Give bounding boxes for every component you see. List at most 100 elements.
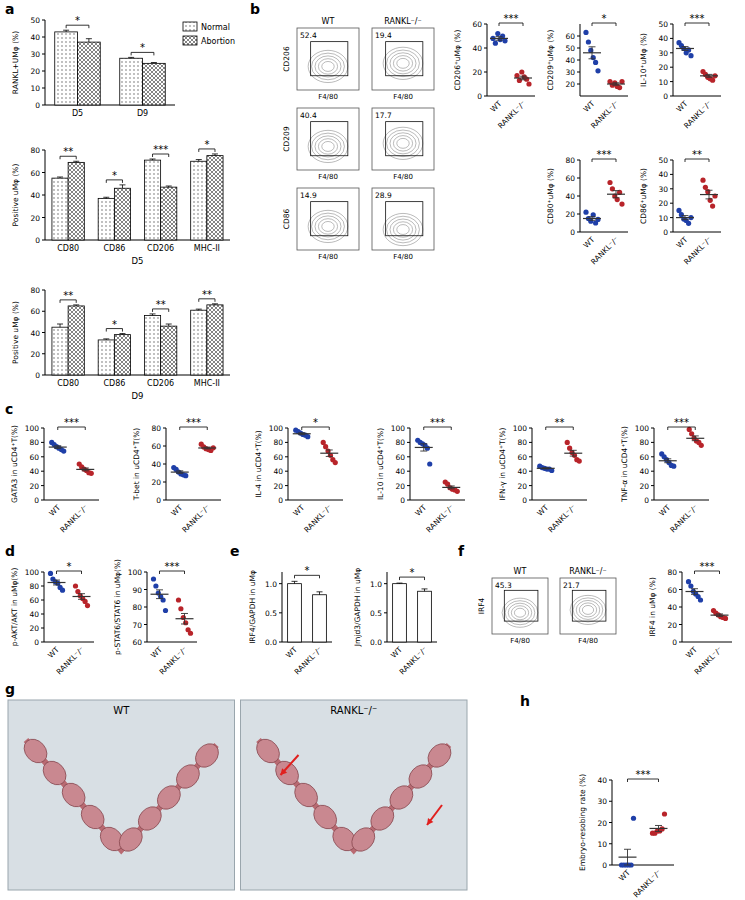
- significance: *: [305, 565, 310, 576]
- y-label: Positive uMφ (%): [11, 301, 20, 364]
- tick-label: 90: [132, 586, 142, 595]
- photo: [8, 700, 235, 890]
- point: [565, 440, 570, 445]
- tick-label: 80: [517, 438, 527, 447]
- mean-line: [293, 433, 311, 434]
- bar: [68, 306, 84, 375]
- tick: [42, 105, 45, 106]
- tick-label: 20: [29, 482, 39, 491]
- error-bar: [624, 849, 631, 865]
- error-bar: [212, 154, 218, 156]
- column-title: RANKL⁻/⁻: [569, 567, 607, 576]
- significance: **: [202, 289, 212, 300]
- tick: [41, 614, 44, 615]
- y-axis: [410, 428, 411, 500]
- point: [631, 816, 636, 821]
- category-label: MHC-II: [194, 379, 220, 388]
- tick-label: 20: [565, 210, 575, 219]
- bar: [114, 335, 130, 375]
- contour: [570, 595, 606, 624]
- contour: [315, 216, 341, 237]
- x-label: D5: [132, 256, 144, 266]
- tick: [42, 290, 45, 291]
- points: [676, 40, 718, 83]
- figure: a01020304050RANKL+UMφ (%)D5*D9*NormalAbo…: [0, 0, 745, 900]
- tick-label: 40: [658, 34, 668, 43]
- y-label: CD86⁺uMφ (%): [639, 168, 648, 224]
- legend-label: Normal: [201, 23, 230, 32]
- tick-label: 60: [565, 174, 575, 183]
- tick: [670, 81, 673, 82]
- gate: [311, 122, 348, 156]
- point: [699, 443, 704, 448]
- error-bar: [86, 39, 92, 42]
- y-label: CD209⁺uMφ (%): [546, 30, 555, 91]
- tick: [279, 642, 282, 643]
- tick: [484, 24, 487, 25]
- point: [183, 473, 188, 478]
- tick: [384, 612, 387, 613]
- flow-frame: [372, 108, 434, 170]
- tick-label: 60: [29, 453, 39, 462]
- tick-label: 30: [30, 50, 40, 59]
- tick: [577, 178, 580, 179]
- x-axis: [44, 500, 99, 501]
- tick-label: 60: [565, 32, 575, 41]
- category-label: WT: [169, 503, 184, 518]
- tick-label: 60: [151, 442, 161, 451]
- tick-label: 20: [472, 68, 482, 77]
- tick-label: 30: [597, 797, 607, 806]
- tick-label: 40: [565, 192, 575, 201]
- significance: *: [313, 417, 318, 428]
- category-label: RANKL⁻/⁻: [58, 503, 89, 534]
- points: [490, 31, 532, 87]
- tick-label: 100: [635, 424, 650, 433]
- tick-label: 1.0: [370, 580, 382, 589]
- significance: *: [112, 170, 117, 181]
- mean-line: [171, 472, 189, 473]
- error-bar: [655, 825, 662, 831]
- gate-value: 21.7: [563, 581, 580, 590]
- tick: [163, 446, 166, 447]
- tick-label: 80: [151, 424, 161, 433]
- x-axis: [288, 500, 343, 501]
- tick: [285, 456, 288, 457]
- point: [617, 85, 622, 90]
- error-bar: [196, 160, 202, 162]
- error-bar: [53, 580, 60, 585]
- category-label: CD80: [57, 244, 79, 253]
- tick-label: 20: [565, 80, 575, 89]
- tick: [670, 203, 673, 204]
- y-axis: [45, 20, 46, 105]
- panel-letter: f: [458, 543, 465, 559]
- y-axis: [44, 428, 45, 500]
- tick-label: 40: [639, 467, 649, 476]
- tick-label: 80: [395, 438, 405, 447]
- significance: ***: [504, 13, 519, 24]
- tick-label: 40: [395, 467, 405, 476]
- error-bar: [397, 583, 403, 585]
- bar: [313, 595, 327, 642]
- bar: [68, 162, 84, 240]
- tick-label: 60: [395, 453, 405, 462]
- tick-label: 0: [400, 496, 405, 505]
- y-axis: [654, 428, 655, 500]
- gate: [504, 590, 538, 621]
- contour: [318, 139, 337, 155]
- gate: [572, 590, 606, 621]
- bar: [52, 327, 68, 375]
- contour: [308, 210, 348, 242]
- category-label: RANKL⁻/⁻: [546, 503, 577, 534]
- y-label: IL-10⁺uMφ (%): [639, 33, 648, 87]
- contour: [383, 127, 423, 159]
- arrow-head: [281, 768, 288, 775]
- gate: [386, 122, 423, 156]
- tick-label: 80: [132, 603, 142, 612]
- contour: [390, 133, 416, 154]
- tick: [42, 150, 45, 151]
- bar: [120, 58, 143, 105]
- contour: [397, 138, 409, 148]
- error-bar: [166, 324, 172, 326]
- tick: [42, 332, 45, 333]
- y-label: IL-10 in uCD4⁺T(%): [376, 428, 385, 500]
